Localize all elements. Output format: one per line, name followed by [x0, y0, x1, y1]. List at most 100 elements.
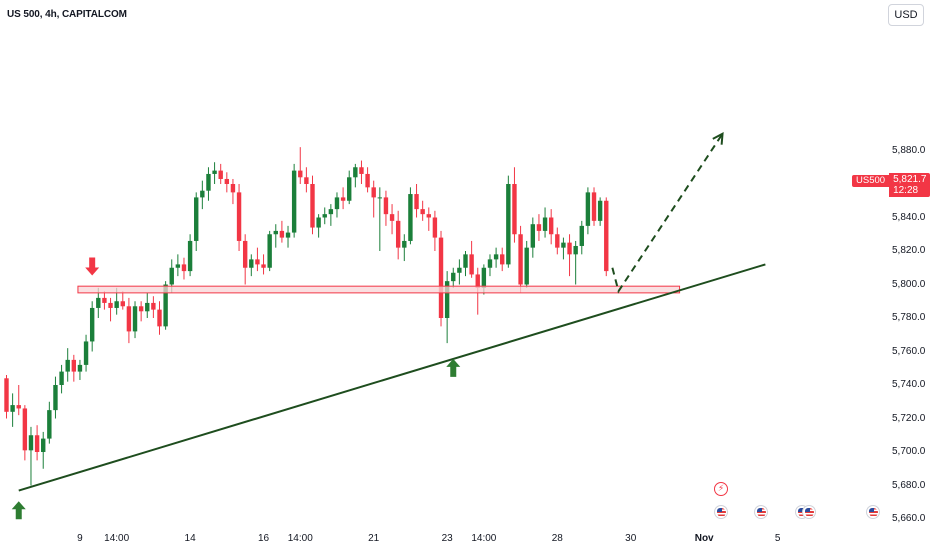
candle-down	[236, 192, 242, 241]
candle-up	[187, 240, 193, 272]
candle-down	[261, 264, 266, 268]
symbol-title: US 500, 4h, CAPITALCOM	[7, 9, 127, 20]
candle-down	[242, 240, 248, 268]
candle-down	[395, 220, 401, 248]
candle-down	[224, 178, 230, 184]
candle-down	[22, 408, 28, 451]
candle-up	[463, 254, 468, 268]
candle-up	[96, 297, 101, 308]
us-flag-icon[interactable]	[754, 505, 768, 519]
candle-down	[389, 214, 395, 221]
currency-button[interactable]: USD	[888, 4, 924, 26]
candle-down	[310, 184, 315, 228]
candle-down	[340, 197, 346, 201]
candle-down	[304, 177, 309, 184]
down-arrow-icon	[85, 257, 100, 276]
price-tag-box: 5,821.7 12:28	[889, 173, 931, 197]
candle-down	[420, 209, 425, 215]
candle-down	[157, 309, 162, 327]
candle-down	[359, 167, 364, 174]
y-tick-label: 5,760.0	[892, 345, 926, 357]
candle-down	[438, 237, 444, 318]
x-tick-label: 14:00	[104, 533, 130, 544]
candle-down	[475, 274, 480, 288]
candle-down	[181, 264, 187, 272]
candle-up	[77, 364, 83, 372]
x-tick-label: 14:00	[471, 533, 497, 544]
candle-up	[347, 177, 352, 201]
candle-up	[579, 225, 584, 246]
candle-up	[41, 438, 46, 452]
candle-up	[200, 190, 205, 198]
x-tick-label: 14	[184, 533, 196, 544]
candle-down	[138, 306, 144, 312]
candle-up	[585, 192, 591, 226]
candle-up	[597, 200, 603, 221]
candle-down	[548, 217, 554, 235]
candle-up	[487, 259, 493, 268]
us-flag-icon[interactable]	[802, 505, 816, 519]
candle-up	[561, 242, 566, 248]
candle-up	[353, 167, 358, 178]
candle-up	[206, 173, 211, 191]
candle-down	[4, 378, 9, 412]
y-tick-label: 5,660.0	[892, 513, 926, 524]
y-tick-label: 5,820.0	[892, 245, 926, 256]
candle-up	[163, 284, 168, 327]
candle-down	[151, 302, 156, 310]
candle-up	[328, 209, 334, 215]
up-arrow-icon	[446, 358, 461, 377]
candle-up	[273, 230, 278, 235]
candle-up	[175, 264, 181, 268]
lightning-icon[interactable]: ⚡	[714, 482, 728, 496]
candle-up	[65, 359, 70, 372]
candle-up	[83, 341, 89, 365]
candle-up	[408, 194, 413, 241]
x-tick-label: 16	[257, 533, 270, 544]
candle-up	[451, 272, 456, 282]
price-tag-value: 5,821.7	[893, 174, 927, 185]
candle-down	[371, 187, 376, 198]
support-trendline	[18, 263, 766, 492]
forecast-arrowhead	[712, 132, 724, 145]
x-tick-label: 14:00	[287, 533, 313, 544]
candle-down	[518, 234, 523, 285]
candle-down	[120, 301, 125, 307]
candle-down	[567, 242, 572, 255]
x-tick-label: Nov	[694, 533, 714, 544]
candle-up	[89, 307, 95, 342]
candle-down	[383, 197, 389, 215]
candle-down	[108, 302, 113, 308]
candle-down	[512, 184, 517, 235]
candle-down	[536, 224, 542, 231]
us-flag-icon[interactable]	[714, 505, 728, 519]
y-tick-label: 5,880.0	[892, 144, 926, 156]
candle-up	[573, 245, 578, 255]
x-tick-label: 5	[774, 533, 781, 544]
us-flag-icon[interactable]	[866, 505, 880, 519]
candle-down	[230, 184, 236, 193]
y-tick-label: 5,800.0	[892, 278, 926, 290]
candle-up	[114, 301, 119, 308]
candle-up	[28, 435, 34, 451]
y-tick-label: 5,700.0	[892, 446, 926, 457]
candle-down	[555, 234, 560, 248]
candle-down	[279, 230, 285, 238]
y-tick-label: 5,720.0	[892, 412, 926, 424]
candle-up	[267, 234, 272, 268]
up-arrow-icon	[11, 501, 26, 520]
candle-up	[506, 184, 511, 265]
price-tag-countdown: 12:28	[893, 185, 919, 196]
candles-layer	[4, 147, 609, 486]
candle-up	[212, 170, 217, 174]
candle-up	[53, 385, 58, 411]
candle-up	[169, 267, 174, 285]
candle-up	[530, 224, 536, 248]
candle-down	[469, 254, 474, 275]
candle-down	[604, 200, 609, 272]
x-tick-label: 23	[441, 533, 453, 544]
x-tick-label: 21	[368, 533, 380, 544]
forecast-path	[611, 133, 724, 294]
candle-up	[291, 170, 297, 233]
